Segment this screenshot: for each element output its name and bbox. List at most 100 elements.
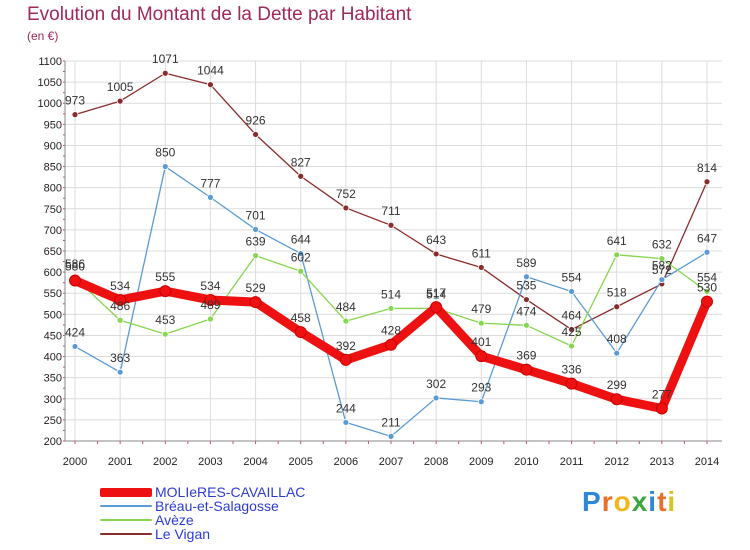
data-label-2: 586 [65,257,85,271]
y-tick-label: 800 [44,183,62,195]
data-label-0: 392 [336,339,356,353]
data-point-1 [161,163,169,170]
x-tick-label: 2006 [334,456,358,468]
data-label-0: 580 [65,260,85,274]
data-label-2: 641 [607,234,627,248]
logo-letter: t [657,486,668,517]
data-point-0 [114,293,127,306]
data-point-0 [249,296,262,309]
data-label-2: 514 [426,287,446,301]
data-label-1: 701 [246,208,266,222]
data-label-1: 363 [110,351,130,365]
y-tick-label: 850 [44,162,62,174]
y-tick-label: 700 [44,225,62,237]
data-label-2: 554 [697,271,717,285]
data-point-3 [387,221,395,229]
data-point-2 [477,319,485,327]
y-tick-label: 400 [44,352,62,364]
data-point-2 [523,321,530,329]
data-point-1 [613,349,621,357]
data-point-1 [71,343,79,350]
data-label-3: 827 [291,155,311,169]
data-label-2: 639 [246,235,266,249]
x-tick-label: 2010 [514,456,538,468]
data-label-2: 486 [110,299,130,313]
data-label-0: 277 [652,387,672,401]
x-tick-label: 2002 [153,456,177,468]
data-label-2: 484 [336,300,356,314]
data-label-1: 644 [291,233,311,247]
data-point-3 [523,296,530,303]
legend-item-molieres: MOLIeRES-CAVAILLAC [100,485,305,499]
data-label-1: 244 [336,401,356,415]
data-label-1: 302 [426,377,446,391]
logo-letter: P [582,486,602,517]
data-point-3 [161,69,169,77]
data-point-1 [658,276,666,284]
x-tick-label: 2014 [695,456,719,468]
legend-item-le-vigan: Le Vigan [100,527,305,541]
data-label-2: 602 [291,250,311,264]
data-label-1: 582 [652,259,672,273]
data-label-3: 1071 [152,52,179,66]
data-label-3: 643 [426,233,446,247]
y-tick-label: 200 [44,436,62,448]
data-point-0 [610,393,623,406]
series-layer [69,69,713,440]
x-tick-label: 2003 [198,456,222,468]
data-point-3 [252,131,259,138]
y-tick-label: 650 [44,246,62,258]
x-tick-label: 2012 [604,456,628,468]
data-label-1: 554 [562,271,582,285]
data-label-0: 336 [562,363,582,377]
logo-letter: i [648,486,658,517]
data-label-3: 611 [472,246,491,260]
data-label-3: 814 [697,161,717,175]
data-label-1: 647 [697,231,717,245]
logo-letter: r [601,486,614,517]
data-label-3: 711 [381,204,400,218]
data-point-2 [387,305,395,312]
data-point-3 [297,172,305,180]
data-label-0: 529 [246,281,266,295]
y-tick-label: 900 [44,140,62,152]
data-point-2 [252,252,259,260]
data-point-2 [658,255,666,263]
data-point-0 [294,326,307,339]
legend-label-breau: Bréau-et-Salagosse [155,498,279,514]
data-label-0: 534 [110,279,130,293]
data-label-0: 555 [155,270,175,284]
data-label-1: 850 [155,146,175,160]
x-tick-label: 2007 [379,456,403,468]
data-point-3 [703,178,711,186]
data-label-3: 518 [607,286,627,300]
legend-item-breau: Bréau-et-Salagosse [100,499,305,513]
data-label-2: 474 [516,304,536,318]
data-label-0: 458 [291,311,311,325]
data-point-0 [385,338,397,351]
data-label-1: 777 [200,176,220,190]
legend: MOLIeRES-CAVAILLAC Bréau-et-Salagosse Av… [100,485,305,541]
data-label-0: 369 [516,349,536,363]
data-point-3 [432,250,440,258]
data-point-3 [342,204,350,212]
legend-swatch-breau [100,505,152,507]
data-label-3: 464 [562,309,582,323]
x-tick-label: 2009 [469,456,493,468]
data-label-2: 514 [381,287,401,301]
data-label-3: 752 [336,187,356,201]
data-point-2 [568,342,575,350]
logo-letter: o [613,486,632,517]
data-point-0 [520,363,533,376]
y-tick-label: 600 [44,267,62,279]
data-point-1 [432,394,440,402]
data-point-1 [703,248,711,256]
y-tick-label: 550 [44,288,62,300]
data-label-0: 530 [697,281,717,295]
data-point-1 [116,368,124,376]
legend-swatch-le-vigan [100,533,152,535]
data-label-0: 517 [426,286,446,300]
data-point-1 [387,432,395,440]
data-point-2 [207,315,214,323]
